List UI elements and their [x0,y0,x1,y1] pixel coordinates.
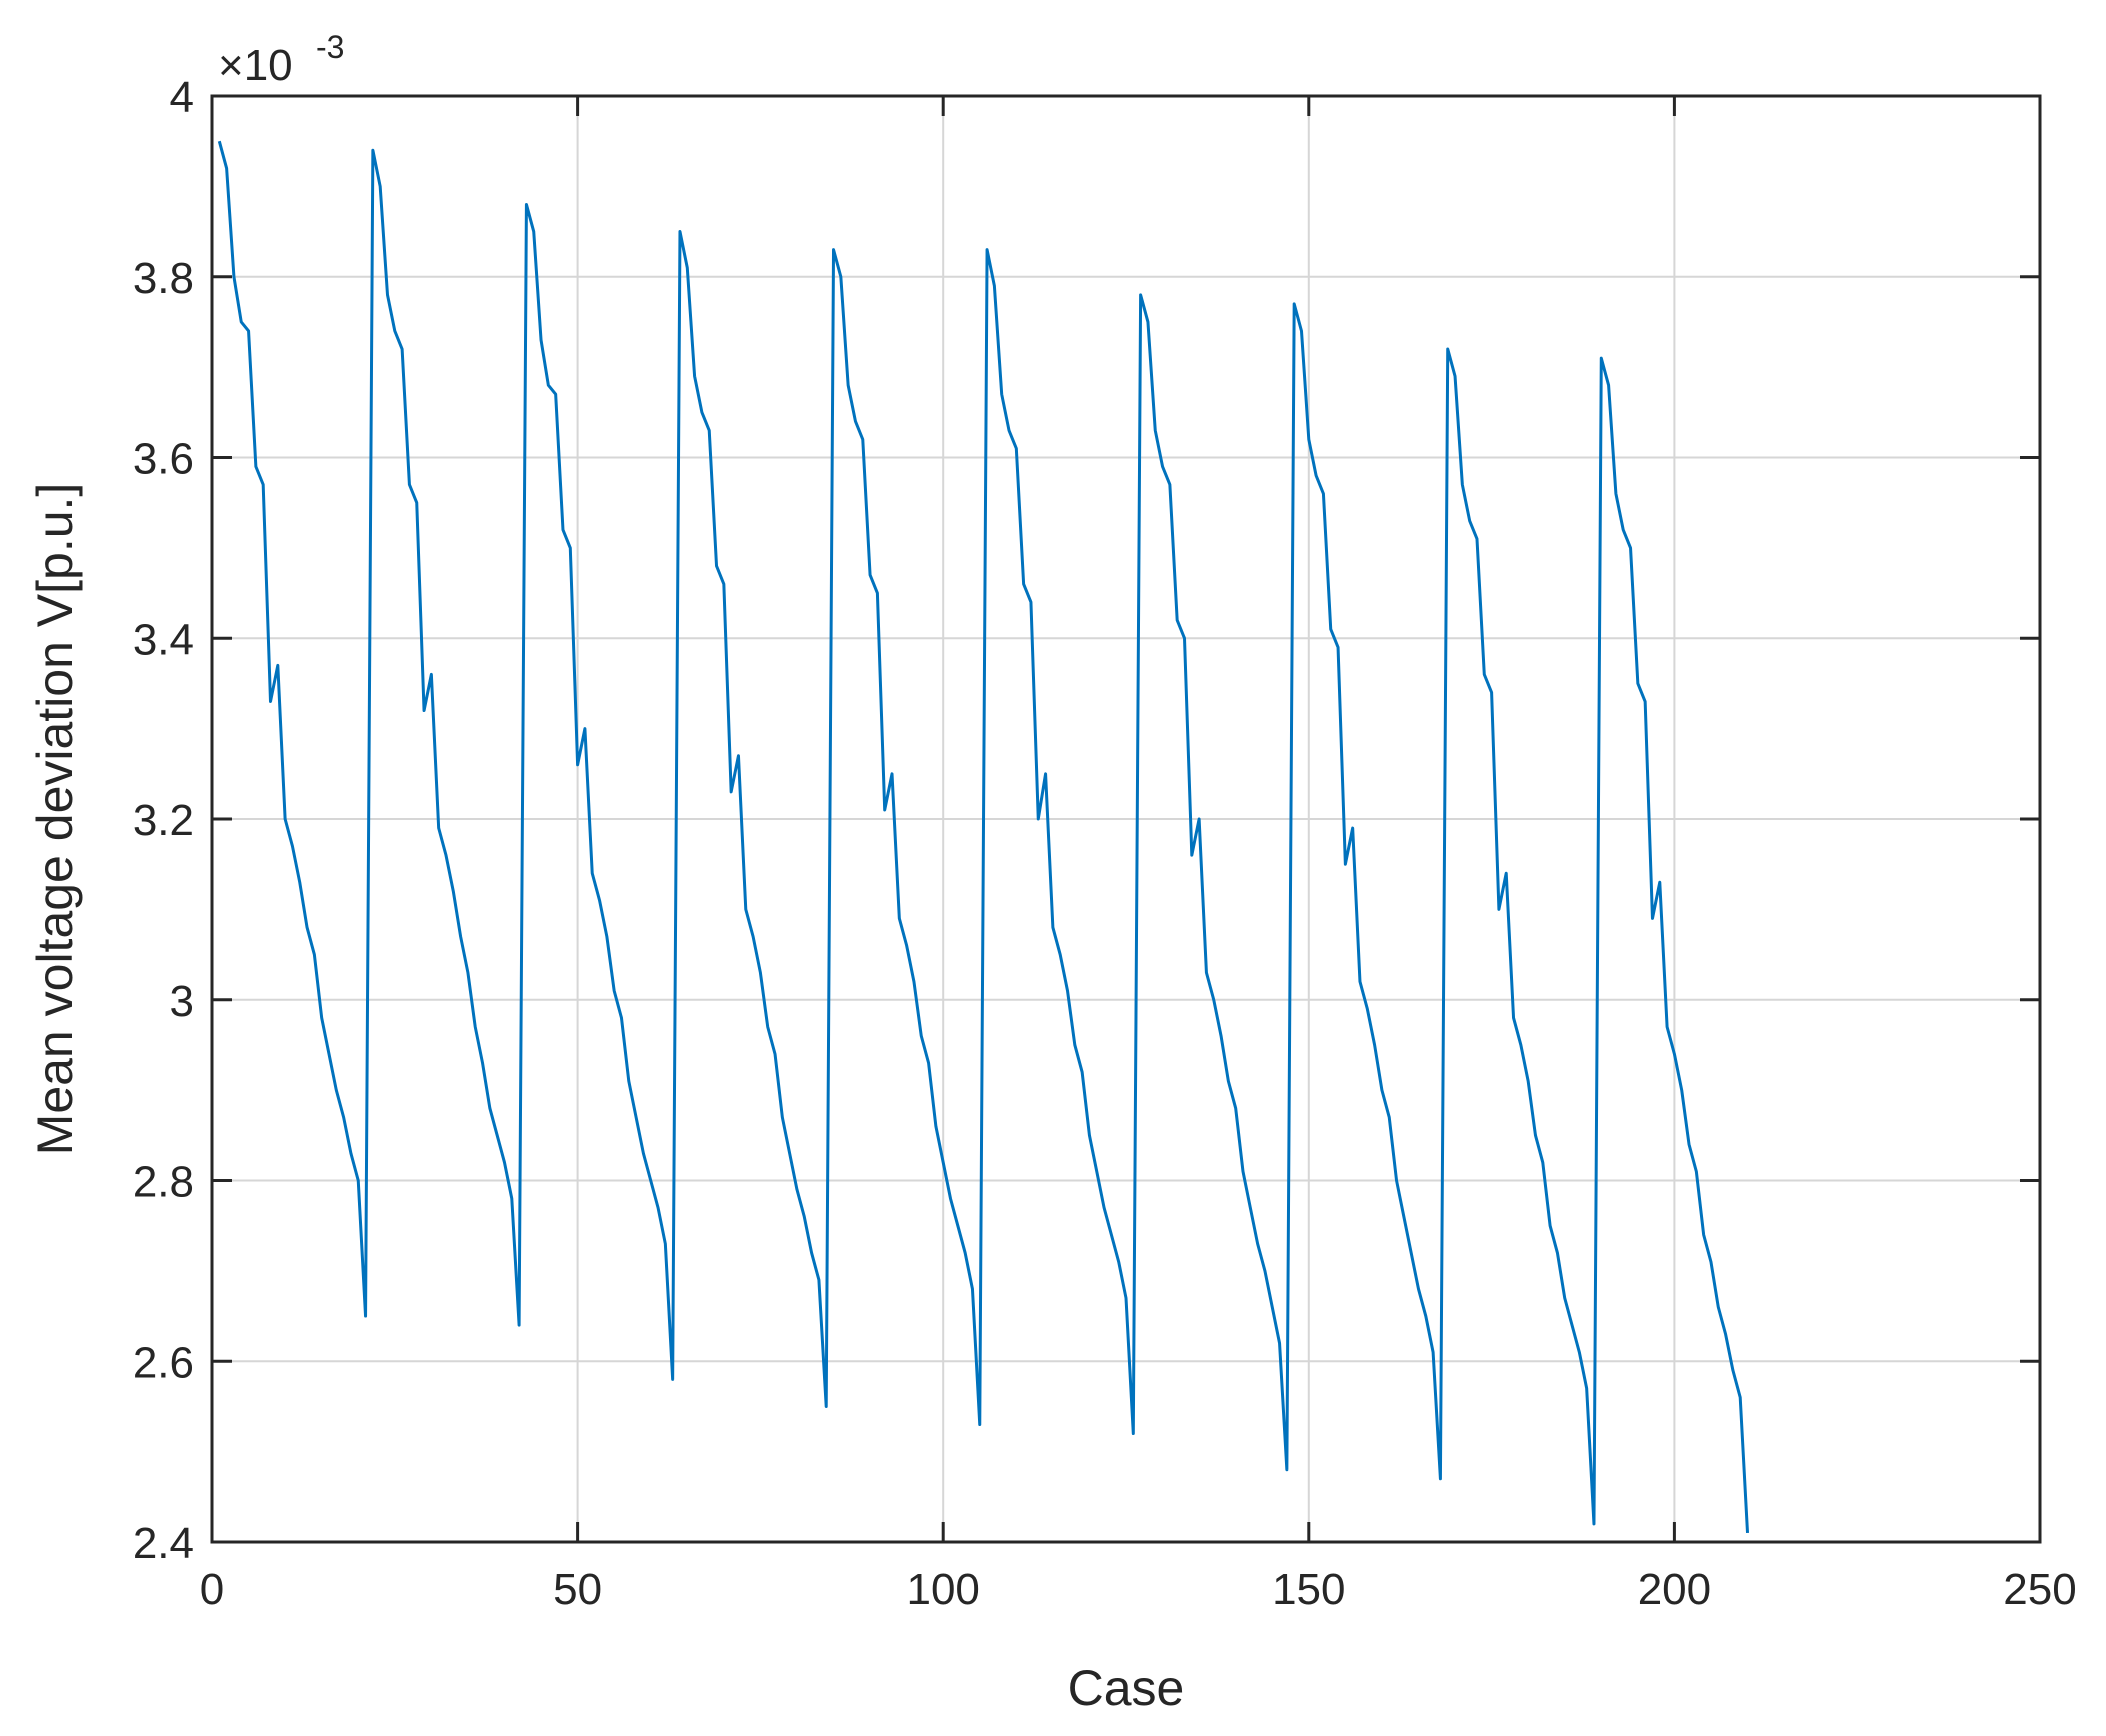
y-tick-label: 3.4 [133,615,194,664]
y-tick-label: 2.6 [133,1338,194,1387]
ticks: 0 50 100 150 200 250 2.4 2.6 2.8 3 3.2 3.4 3.6 3.8 4 [133,73,2077,1614]
x-tick-label: 50 [553,1565,602,1614]
y-axis-label: Mean voltage deviation V[p.u.] [27,483,83,1156]
y-tick-label: 3.6 [133,435,194,484]
y-tick-label: 3 [170,977,194,1026]
x-tick-label: 200 [1638,1565,1711,1614]
x-tick-label: 100 [906,1565,979,1614]
y-tick-label: 4 [170,73,194,122]
x-tick-label: 0 [200,1565,224,1614]
x-tick-label: 150 [1272,1565,1345,1614]
plot-area [217,140,1750,1534]
series-line-0 [217,140,1750,1534]
y-tick-label: 3.2 [133,796,194,845]
y-tick-label: 2.8 [133,1158,194,1207]
x-axis-label: Case [1068,1660,1185,1716]
y-tick-label: 2.4 [133,1519,194,1568]
y-tick-label: 3.8 [133,254,194,303]
grid [212,96,2040,1542]
y-exponent-power: -3 [316,29,344,65]
x-tick-label: 250 [2003,1565,2076,1614]
y-exponent-base: ×10 [218,41,293,90]
